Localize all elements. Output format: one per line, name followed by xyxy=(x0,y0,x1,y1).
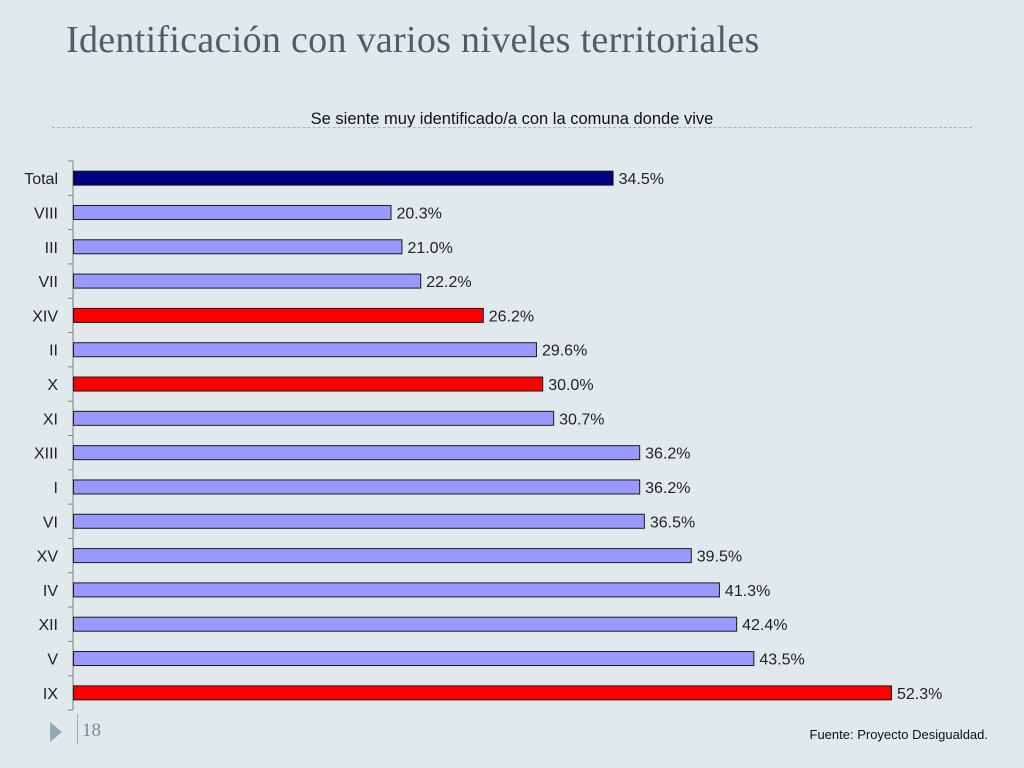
bar-x xyxy=(73,376,544,392)
data-label: 26.2% xyxy=(489,308,534,325)
bar-vi xyxy=(73,513,645,529)
data-label: 20.3% xyxy=(396,205,441,222)
footer-divider xyxy=(77,714,78,744)
data-label: 34.5% xyxy=(619,171,664,188)
y-tick-label: XIV xyxy=(32,308,58,325)
chart-title: Se siente muy identificado/a con la comu… xyxy=(310,110,714,128)
y-tick-label: VI xyxy=(43,514,58,531)
data-label: 21.0% xyxy=(407,240,452,257)
title-divider xyxy=(52,127,972,128)
bar-ix xyxy=(73,685,892,701)
y-tick-label: I xyxy=(54,480,58,497)
data-label: 43.5% xyxy=(759,652,804,669)
y-tick-label: XII xyxy=(38,617,58,634)
bar-xv xyxy=(73,548,692,564)
source-note: Fuente: Proyecto Desigualdad. xyxy=(809,727,989,742)
chart-labels: Total 34.5%VIII 20.3%III 21.0%VII 22.2%XIV 26… xyxy=(24,171,942,703)
data-label: 39.5% xyxy=(697,549,742,566)
data-label: 30.0% xyxy=(548,377,593,394)
y-tick-label: XV xyxy=(37,549,59,566)
bar-vii xyxy=(73,273,422,289)
y-tick-label: III xyxy=(45,240,58,257)
y-tick-label: IV xyxy=(43,583,58,600)
bar-total xyxy=(73,170,614,186)
bar-xii xyxy=(73,616,738,632)
bar-viii xyxy=(73,204,392,220)
bar-v xyxy=(73,651,755,667)
bar-xiii xyxy=(73,445,641,461)
y-tick-label: IX xyxy=(43,686,58,703)
data-label: 36.2% xyxy=(645,446,690,463)
y-tick-label: II xyxy=(49,343,58,360)
bar-iii xyxy=(73,239,403,255)
y-tick-label: XIII xyxy=(34,446,58,463)
slide-title: Identificación con varios niveles territ… xyxy=(66,19,760,61)
y-tick-label: VII xyxy=(38,274,58,291)
y-tick-label: VIII xyxy=(34,205,58,222)
y-tick-label: V xyxy=(47,652,58,669)
data-label: 41.3% xyxy=(725,583,770,600)
bar-i xyxy=(73,479,641,495)
data-label: 36.5% xyxy=(650,514,695,531)
y-tick-label: X xyxy=(47,377,58,394)
data-label: 22.2% xyxy=(426,274,471,291)
data-label: 42.4% xyxy=(742,617,787,634)
slide-arrow-icon xyxy=(50,722,62,742)
chart-axis xyxy=(68,160,74,711)
bar-ii xyxy=(73,342,537,358)
bar-xiv xyxy=(73,307,484,323)
data-label: 52.3% xyxy=(897,686,942,703)
y-tick-label: Total xyxy=(24,171,58,188)
data-label: 30.7% xyxy=(559,411,604,428)
bar-iv xyxy=(73,582,720,598)
chart-bars xyxy=(73,170,892,701)
bar-xi xyxy=(73,410,555,426)
data-label: 36.2% xyxy=(645,480,690,497)
data-label: 29.6% xyxy=(542,343,587,360)
y-tick-label: XI xyxy=(43,411,58,428)
page-number: 18 xyxy=(82,720,101,741)
